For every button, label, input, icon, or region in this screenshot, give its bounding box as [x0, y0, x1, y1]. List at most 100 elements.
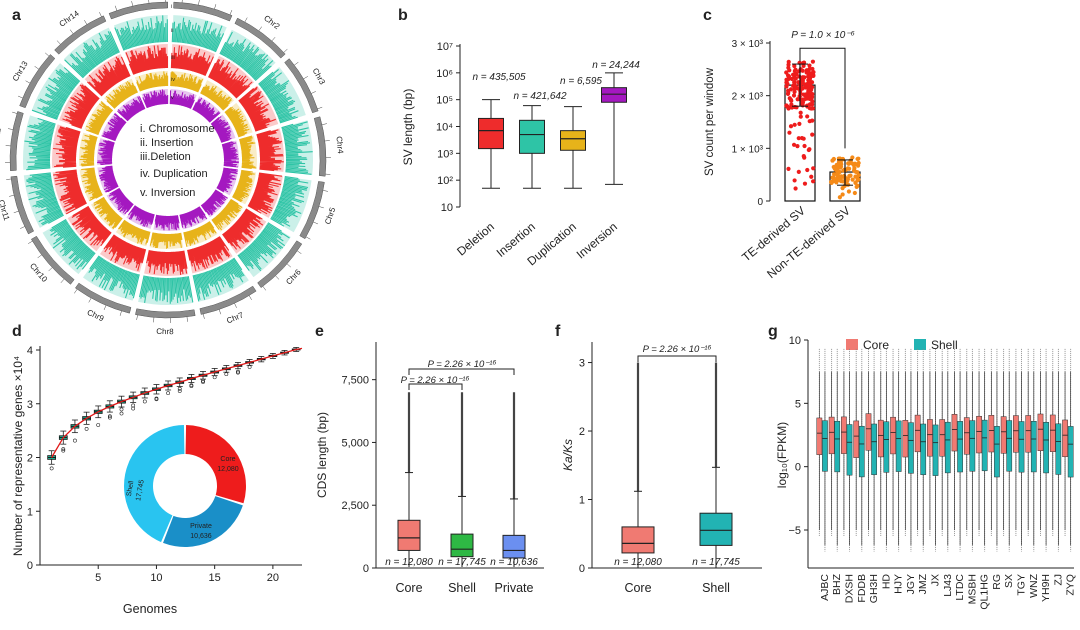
outlier	[96, 423, 101, 427]
y-tick-label: 10⁵	[436, 95, 453, 107]
segment-separator	[50, 50, 129, 124]
box	[944, 421, 951, 474]
chromosome-tick	[258, 26, 262, 31]
box	[853, 420, 860, 458]
chromosome-band	[75, 282, 132, 314]
duplication-track-bars	[117, 219, 151, 245]
box	[1043, 422, 1049, 474]
data-point	[795, 144, 800, 149]
legend-label-core: Core	[863, 338, 889, 352]
x-tick-label: AJBC	[819, 574, 831, 601]
outlier	[166, 391, 170, 396]
chromosome-tick	[34, 66, 39, 70]
box	[988, 415, 995, 453]
deletion-track-bars	[256, 129, 284, 172]
chromosome-tick	[286, 263, 291, 268]
x-tick-label: FDDB	[856, 574, 868, 603]
chromosome-tick	[84, 20, 88, 25]
legend-chromosome: i. Chromosome	[140, 123, 215, 135]
p-value-annotation: P = 1.0 × 10⁻⁶	[791, 30, 855, 41]
y-tick-label: 1 × 10³	[732, 144, 764, 155]
data-point	[792, 63, 797, 69]
chromosome-tick	[203, 313, 205, 319]
chromosome-tick	[318, 206, 324, 209]
data-point	[831, 157, 836, 162]
data-point	[847, 173, 852, 179]
segment-separator	[168, 0, 172, 107]
chromosome-label: Chr12	[0, 127, 3, 150]
y-axis-label: Number of representative genes ×10⁴	[11, 356, 25, 556]
y-tick-label: 10⁴	[436, 122, 453, 134]
duplication-track-bars	[149, 232, 183, 249]
chromosome-tick	[271, 37, 276, 42]
x-tick-label: ZYQ	[1065, 574, 1077, 596]
chromosome-tick	[305, 236, 311, 240]
y-tick-label: 2 × 10³	[732, 92, 764, 103]
data-point	[809, 174, 814, 179]
data-point	[803, 93, 808, 98]
y-tick-label: 3	[579, 358, 585, 370]
box	[890, 416, 896, 455]
chromosome-tick	[69, 29, 74, 34]
insertion-track-bars	[114, 15, 168, 51]
x-tick-label: GH3H	[868, 574, 880, 603]
donut-label-value: 10,636	[190, 533, 212, 540]
significance-bracket	[637, 355, 717, 362]
data-point	[800, 101, 805, 106]
box	[1062, 419, 1068, 457]
data-point	[808, 74, 813, 79]
x-tick-label: HJY	[893, 574, 905, 594]
x-tick-label: BHZ	[831, 573, 843, 595]
outlier	[107, 414, 112, 419]
x-tick-label: Shell	[702, 581, 730, 595]
inversion-track-bars	[179, 206, 208, 229]
x-tick-label: QL1HG	[979, 574, 991, 610]
chromosome-tick	[114, 5, 118, 11]
outlier	[84, 427, 89, 431]
data-point	[784, 103, 789, 108]
x-tick-label: WNZ	[1028, 573, 1040, 597]
box	[895, 420, 902, 472]
box	[828, 416, 835, 455]
chromosome-label: Chr14	[58, 9, 81, 29]
deletion-track-bars	[247, 172, 283, 215]
box	[969, 420, 976, 472]
box	[560, 130, 586, 151]
data-point	[852, 166, 857, 171]
data-point	[852, 190, 857, 196]
n-annotation: n = 10,636	[490, 557, 538, 568]
x-tick-label: Inversion	[574, 220, 620, 262]
box	[846, 424, 853, 476]
chromosome-tick	[294, 61, 299, 66]
duplication-track-bars	[211, 198, 243, 231]
duplication-track-bars	[93, 196, 123, 229]
box	[519, 119, 545, 154]
outlier	[61, 447, 66, 452]
n-annotation: n = 435,505	[472, 72, 526, 83]
chromosome-tick	[324, 140, 330, 142]
data-point	[789, 76, 795, 82]
data-point	[788, 124, 794, 129]
x-tick-label: LJ43	[942, 574, 954, 597]
y-tick-label: 10	[441, 202, 453, 214]
deletion-track-bars	[146, 249, 188, 276]
insertion-track-bars	[139, 275, 194, 304]
box	[883, 421, 890, 473]
inversion-track-bars	[101, 113, 127, 142]
outlier	[201, 378, 205, 383]
data-point	[831, 175, 836, 180]
box	[502, 534, 526, 559]
data-point	[802, 143, 807, 149]
x-tick-label: 10	[150, 572, 162, 584]
insertion-track-bars	[219, 31, 274, 82]
chromosome-tick	[234, 303, 237, 308]
chromosome-label: Chr6	[284, 267, 303, 286]
box	[908, 422, 914, 474]
x-tick-label: ZJ	[1052, 574, 1064, 586]
box	[816, 417, 823, 455]
ring-label: iii	[171, 55, 175, 61]
y-tick-label: 7,500	[341, 375, 369, 387]
y-tick-label: 1	[27, 506, 33, 518]
donut-label-name: Private	[190, 523, 212, 530]
box	[932, 424, 939, 476]
